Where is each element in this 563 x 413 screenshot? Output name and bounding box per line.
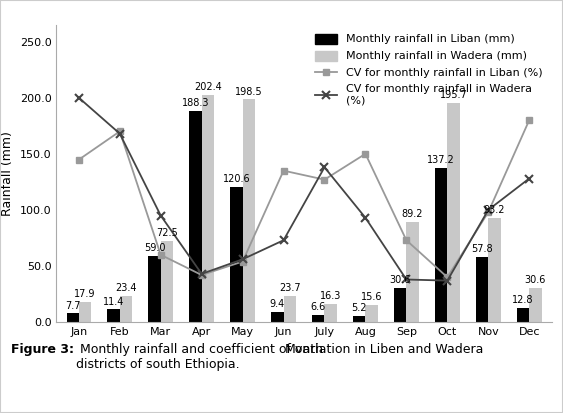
Bar: [120, 296, 132, 322]
Bar: [529, 288, 542, 322]
Text: 5.2: 5.2: [351, 304, 367, 313]
Text: 89.2: 89.2: [402, 209, 423, 219]
Bar: [79, 302, 91, 322]
Y-axis label: Rainfall (mm): Rainfall (mm): [1, 131, 14, 216]
Text: 195.7: 195.7: [440, 90, 467, 100]
Text: 30.6: 30.6: [525, 275, 546, 285]
Bar: [353, 316, 365, 322]
Legend: Monthly rainfall in Liban (mm), Monthly rainfall in Wadera (mm), CV for monthly : Monthly rainfall in Liban (mm), Monthly …: [312, 30, 546, 109]
Text: 59.0: 59.0: [144, 243, 166, 253]
Bar: [271, 311, 284, 322]
Text: Monthly rainfall and coefficient of variation in Liben and Wadera
districts of s: Monthly rainfall and coefficient of vari…: [76, 343, 484, 371]
Text: 23.7: 23.7: [279, 283, 301, 293]
Text: 202.4: 202.4: [194, 82, 222, 92]
Text: 120.6: 120.6: [222, 174, 251, 184]
Bar: [230, 187, 243, 322]
Bar: [365, 305, 378, 322]
Bar: [66, 313, 79, 322]
Bar: [149, 256, 160, 322]
Text: 6.6: 6.6: [311, 302, 326, 312]
Bar: [517, 308, 529, 322]
Text: 16.3: 16.3: [320, 291, 341, 301]
Text: 198.5: 198.5: [235, 87, 262, 97]
Text: 7.7: 7.7: [65, 301, 81, 311]
Text: Figure 3:: Figure 3:: [11, 343, 74, 356]
Text: 188.3: 188.3: [182, 98, 209, 108]
Text: 137.2: 137.2: [427, 155, 455, 165]
Text: 30.6: 30.6: [390, 275, 411, 285]
Bar: [394, 288, 406, 322]
Bar: [324, 304, 337, 322]
Bar: [312, 315, 324, 322]
Bar: [476, 257, 488, 322]
Text: 12.8: 12.8: [512, 295, 534, 305]
Bar: [448, 102, 459, 322]
Bar: [108, 309, 120, 322]
Text: 72.5: 72.5: [156, 228, 178, 238]
Text: 93.2: 93.2: [484, 205, 505, 215]
Text: 23.4: 23.4: [115, 283, 137, 293]
Text: 9.4: 9.4: [270, 299, 285, 309]
Text: 15.6: 15.6: [361, 292, 382, 302]
Bar: [243, 100, 255, 322]
Bar: [202, 95, 214, 322]
Bar: [160, 241, 173, 322]
Text: 57.8: 57.8: [471, 244, 493, 254]
Bar: [189, 111, 202, 322]
Text: 11.4: 11.4: [103, 297, 124, 306]
Bar: [406, 222, 419, 322]
Bar: [435, 168, 448, 322]
Bar: [488, 218, 501, 322]
Bar: [284, 296, 296, 322]
Text: 17.9: 17.9: [74, 289, 96, 299]
X-axis label: Month: Month: [284, 342, 324, 356]
